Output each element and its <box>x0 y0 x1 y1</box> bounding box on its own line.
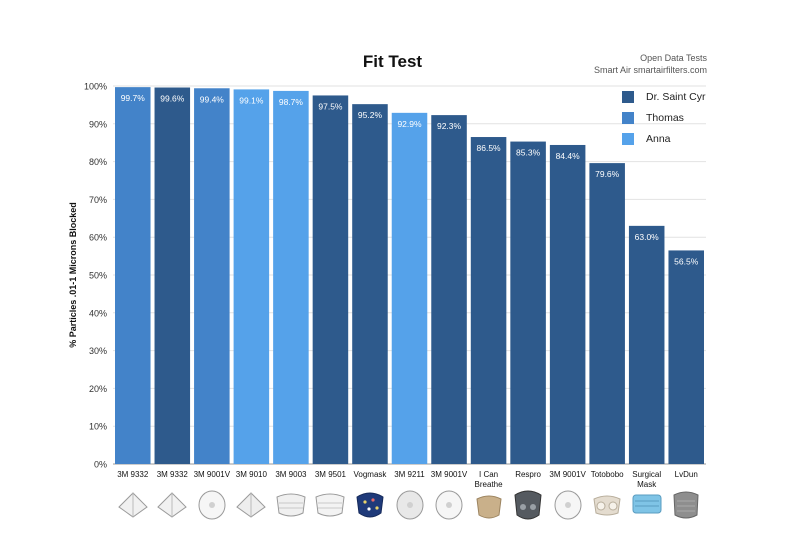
legend-item: Dr. Saint Cyr <box>622 86 706 107</box>
legend-item: Thomas <box>622 107 706 128</box>
value-label: 99.4% <box>200 94 225 104</box>
bar <box>194 88 230 464</box>
silicone-mask-icon <box>590 485 624 523</box>
bar <box>312 95 349 464</box>
value-label: 97.5% <box>318 101 343 111</box>
cup-respirator-icon <box>432 485 466 523</box>
bar <box>589 163 625 464</box>
chart-title: Fit Test <box>362 52 423 71</box>
x-tick-label: Surgical <box>632 470 661 479</box>
x-tick-label: 3M 9001V <box>549 470 586 479</box>
patterned-mask-icon <box>353 485 387 523</box>
y-axis-ticks: 0% 10% 20% 30% 40% 50% 60% 70% 80% 90% 100% <box>84 82 107 470</box>
x-tick-label: 3M 9001V <box>194 470 231 479</box>
cloth-mask-icon <box>472 485 506 523</box>
y-tick-label: 20% <box>89 384 107 394</box>
bar <box>115 87 151 464</box>
sport-mask-icon <box>511 485 545 523</box>
legend-swatch <box>622 111 634 124</box>
x-tick-label: 3M 9003 <box>275 470 307 479</box>
y-tick-label: 100% <box>84 82 107 92</box>
x-axis-labels: 3M 9332 3M 9332 3M 9001V 3M 9010 3M 9003 3M 9… <box>117 470 698 489</box>
cup-respirator-icon <box>393 485 427 523</box>
x-tick-label: Breathe <box>475 480 504 489</box>
y-tick-label: 50% <box>89 271 107 281</box>
y-tick-label: 90% <box>89 119 107 129</box>
source-note: Open Data Tests Smart Air smartairfilter… <box>594 52 707 76</box>
bar <box>668 250 704 464</box>
source-line-1: Open Data Tests <box>640 53 707 63</box>
x-tick-label: 3M 9211 <box>394 470 425 479</box>
value-label: 98.7% <box>279 97 304 107</box>
value-label: 99.6% <box>160 94 185 104</box>
mesh-mask-icon <box>669 485 703 523</box>
x-tick-label: 3M 9001V <box>431 470 468 479</box>
cup-respirator-icon <box>195 485 229 523</box>
legend-swatch <box>622 90 634 103</box>
x-tick-label: Respro <box>515 470 541 479</box>
y-tick-label: 40% <box>89 308 107 318</box>
x-tick-label: LvDun <box>675 470 698 479</box>
y-tick-label: 70% <box>89 195 107 205</box>
value-label: 85.3% <box>516 148 541 158</box>
legend-label: Thomas <box>646 111 684 124</box>
legend-label: Dr. Saint Cyr <box>646 90 706 103</box>
bar <box>391 112 428 464</box>
x-tick-label: Mask <box>637 480 657 489</box>
bar <box>470 137 507 464</box>
folded-respirator-icon <box>155 485 189 523</box>
value-label: 99.1% <box>239 95 264 105</box>
y-tick-label: 10% <box>89 422 107 432</box>
bar <box>628 225 665 464</box>
bar <box>431 115 467 464</box>
value-label: 63.0% <box>635 232 660 242</box>
surgical-mask-icon <box>630 485 664 523</box>
pleated-respirator-icon <box>274 485 308 523</box>
mask-images-row <box>0 485 785 530</box>
x-tick-label: 3M 9501 <box>315 470 347 479</box>
y-axis-label: % Particles .01-1 Microns Blocked <box>68 202 78 348</box>
x-tick-label: 3M 9332 <box>157 470 189 479</box>
bar <box>154 87 191 465</box>
source-line-2: Smart Air smartairfilters.com <box>593 65 707 75</box>
value-label: 56.5% <box>674 256 699 266</box>
x-tick-label: Totobobo <box>591 470 624 479</box>
pleated-respirator-icon <box>313 485 347 523</box>
value-labels: 99.7% 99.6% 99.4% 99.1% 98.7% 97.5% 95.2% 92.9%… <box>121 93 699 266</box>
value-label: 84.4% <box>556 151 581 161</box>
bar <box>273 90 309 464</box>
cup-respirator-icon <box>551 485 585 523</box>
bar <box>233 89 270 464</box>
y-tick-label: 60% <box>89 233 107 243</box>
value-label: 92.3% <box>437 121 462 131</box>
x-tick-label: Vogmask <box>354 470 388 479</box>
y-tick-label: 0% <box>94 460 107 470</box>
folded-respirator-icon <box>234 485 268 523</box>
legend-label: Anna <box>646 132 671 145</box>
bar <box>549 144 586 464</box>
value-label: 92.9% <box>397 119 422 129</box>
bar <box>352 104 388 465</box>
y-tick-label: 80% <box>89 157 107 167</box>
value-label: 99.7% <box>121 93 146 103</box>
x-tick-label: 3M 9332 <box>117 470 149 479</box>
y-tick-label: 30% <box>89 346 107 356</box>
value-label: 95.2% <box>358 110 383 120</box>
x-tick-label: 3M 9010 <box>236 470 268 479</box>
bar <box>510 141 546 465</box>
value-label: 86.5% <box>477 143 502 153</box>
value-label: 79.6% <box>595 169 620 179</box>
legend-swatch <box>622 132 634 145</box>
legend: Dr. Saint Cyr Thomas Anna <box>622 86 706 149</box>
folded-respirator-icon <box>116 485 150 523</box>
legend-item: Anna <box>622 128 706 149</box>
bars <box>115 87 704 465</box>
x-tick-label: I Can <box>479 470 498 479</box>
